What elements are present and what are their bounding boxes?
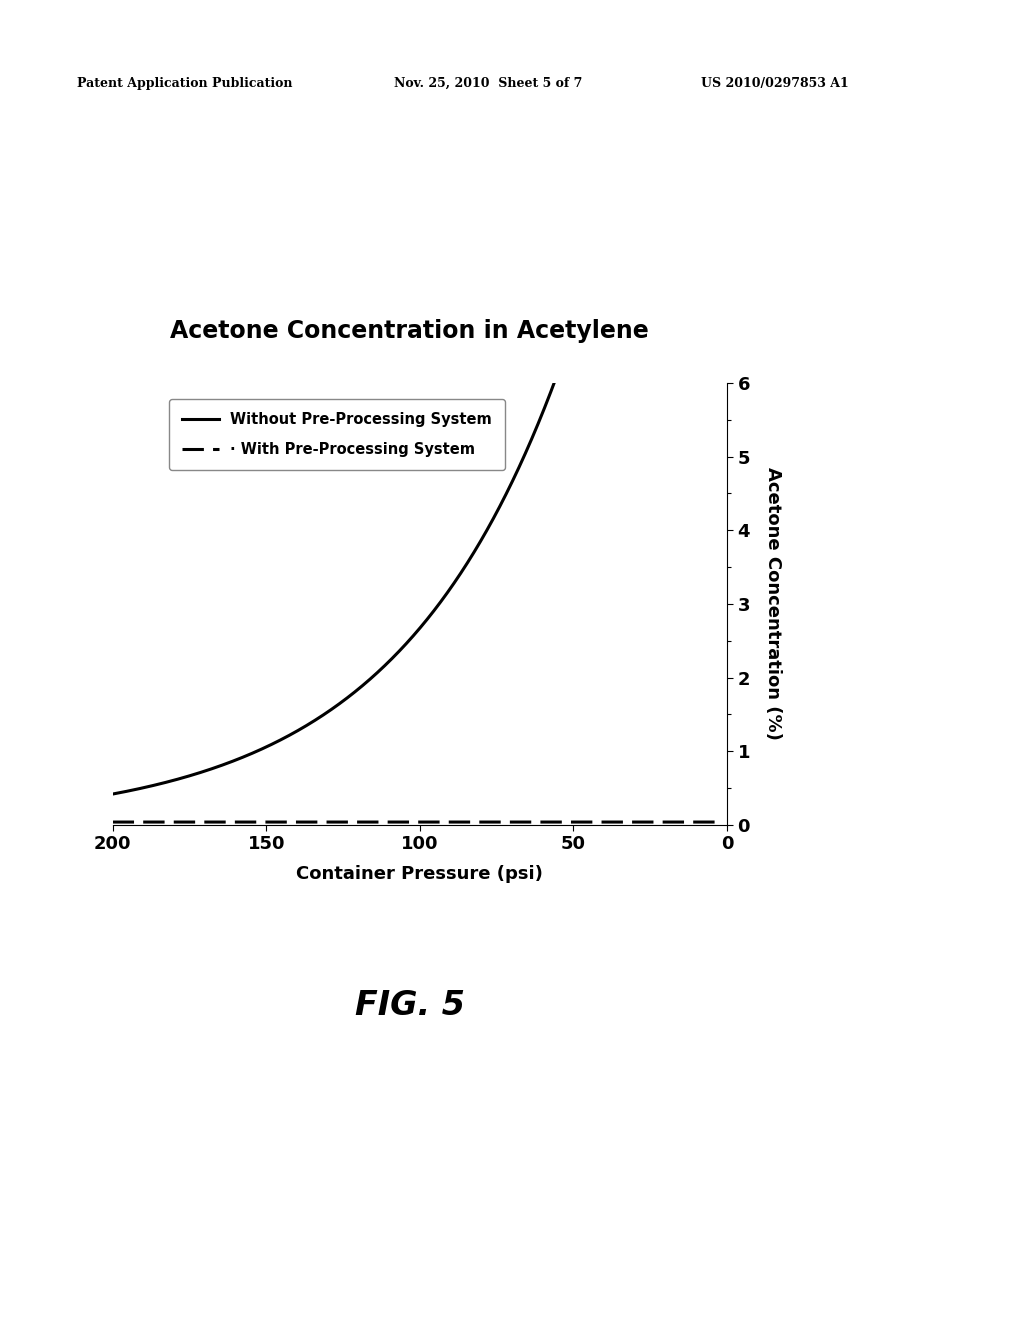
Without Pre-Processing System xyxy=(386,651,398,667)
· With Pre-Processing System xyxy=(696,814,709,830)
· With Pre-Processing System xyxy=(697,814,710,830)
· With Pre-Processing System xyxy=(586,814,598,830)
Without Pre-Processing System xyxy=(402,634,415,649)
Text: FIG. 5: FIG. 5 xyxy=(354,990,465,1022)
Text: Acetone Concentration in Acetylene: Acetone Concentration in Acetylene xyxy=(170,319,649,343)
· With Pre-Processing System xyxy=(402,814,415,830)
Without Pre-Processing System xyxy=(715,338,727,354)
· With Pre-Processing System xyxy=(715,814,727,830)
X-axis label: Container Pressure (psi): Container Pressure (psi) xyxy=(296,865,544,883)
· With Pre-Processing System xyxy=(106,814,119,830)
Without Pre-Processing System xyxy=(697,338,710,354)
Text: US 2010/0297853 A1: US 2010/0297853 A1 xyxy=(701,77,849,90)
Text: Patent Application Publication: Patent Application Publication xyxy=(77,77,292,90)
Line: Without Pre-Processing System: Without Pre-Processing System xyxy=(113,346,721,795)
Without Pre-Processing System xyxy=(106,787,119,803)
· With Pre-Processing System xyxy=(137,814,150,830)
Without Pre-Processing System xyxy=(697,338,710,354)
Y-axis label: Acetone Concentration (%): Acetone Concentration (%) xyxy=(764,467,782,741)
· With Pre-Processing System xyxy=(386,814,398,830)
Without Pre-Processing System xyxy=(561,338,573,354)
Legend: Without Pre-Processing System, · With Pre-Processing System: Without Pre-Processing System, · With Pr… xyxy=(169,399,505,470)
Without Pre-Processing System xyxy=(586,338,598,354)
Without Pre-Processing System xyxy=(137,780,150,796)
Text: Nov. 25, 2010  Sheet 5 of 7: Nov. 25, 2010 Sheet 5 of 7 xyxy=(394,77,583,90)
